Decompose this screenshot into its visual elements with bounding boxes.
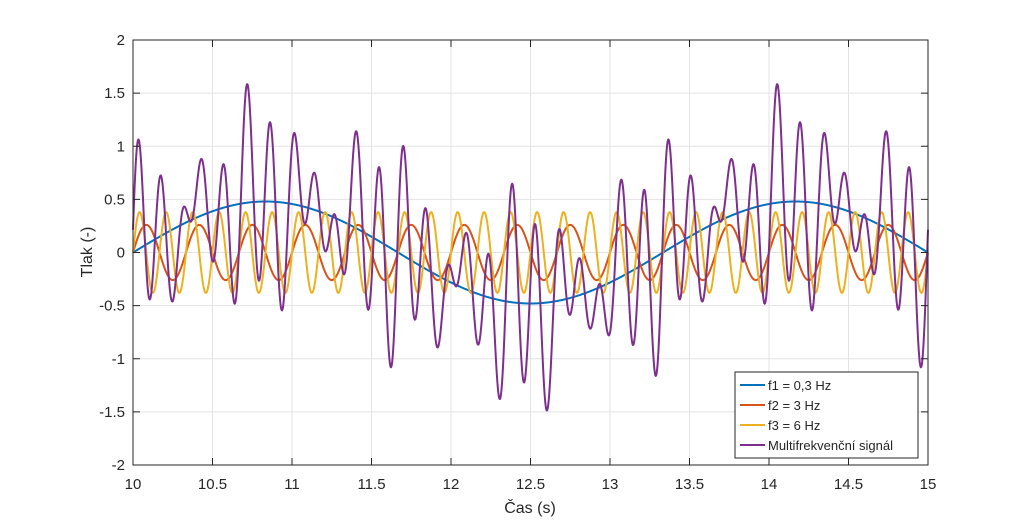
y-tick-label: 0 bbox=[117, 245, 125, 262]
x-tick-label: 14 bbox=[761, 476, 778, 493]
legend-label: f1 = 0,3 Hz bbox=[768, 378, 831, 393]
x-axis-label: Čas (s) bbox=[504, 498, 556, 517]
x-tick-label: 13 bbox=[602, 476, 619, 493]
x-tick-label: 15 bbox=[920, 476, 937, 493]
y-tick-label: 2 bbox=[117, 32, 125, 49]
legend-label: Multifrekvenční signál bbox=[768, 438, 893, 453]
series-layer bbox=[132, 83, 929, 412]
y-tick-label: -1.5 bbox=[99, 404, 125, 421]
x-tick-label: 14.5 bbox=[834, 476, 863, 493]
y-tick-label: 1 bbox=[117, 138, 125, 155]
legend-box bbox=[734, 371, 919, 459]
y-tick-label: 0.5 bbox=[104, 191, 125, 208]
legend-label: f3 = 6 Hz bbox=[768, 418, 820, 433]
y-tick-label: 1.5 bbox=[104, 85, 125, 102]
legend: f1 = 0,3 Hz f2 = 3 Hz f3 = 6 Hz Multifrekve… bbox=[734, 371, 919, 459]
series-line-f3 bbox=[132, 211, 929, 294]
y-tick-label: -1 bbox=[112, 351, 125, 368]
x-tick-label: 10.5 bbox=[198, 476, 227, 493]
y-tick-label: -0.5 bbox=[99, 298, 125, 315]
series-line-multifrequency bbox=[132, 83, 929, 412]
tick-layer: 10 10.5 11 11.5 12 12.5 13 13.5 14 14.5 15-2-1.5-1… bbox=[99, 32, 936, 493]
legend-label: f2 = 3 Hz bbox=[768, 398, 820, 413]
y-tick-label: -2 bbox=[112, 457, 125, 474]
x-tick-label: 10 bbox=[125, 476, 142, 493]
series-line-f1 bbox=[132, 200, 929, 305]
x-tick-label: 13.5 bbox=[675, 476, 704, 493]
x-tick-label: 12 bbox=[443, 476, 460, 493]
y-axis-label: Tlak (-) bbox=[79, 227, 96, 278]
x-tick-label: 11 bbox=[284, 476, 300, 493]
x-tick-label: 12.5 bbox=[516, 476, 545, 493]
x-tick-label: 11.5 bbox=[357, 476, 385, 493]
